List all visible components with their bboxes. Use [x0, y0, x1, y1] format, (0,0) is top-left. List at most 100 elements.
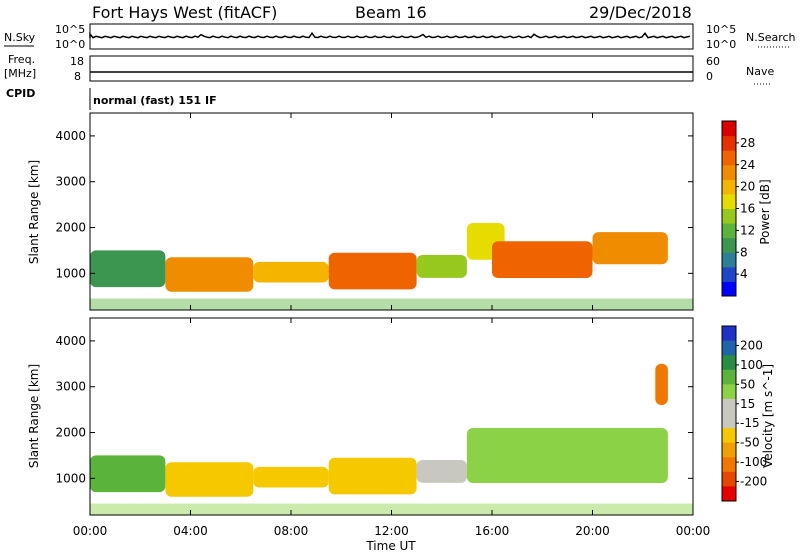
colorbar-cell: [722, 340, 736, 356]
echo-region: [592, 232, 668, 265]
cpid-label: CPID: [6, 87, 35, 100]
colorbar-tick-label: 4: [740, 267, 748, 281]
freq-top-tick: 18: [70, 55, 84, 68]
time-axis: 00:00 04:00 08:00 12:00 16:00 20:00 00:00: [73, 113, 711, 538]
x-tick-label: 04:00: [173, 524, 208, 538]
echo-region: [416, 460, 467, 483]
y-tick-label: 4000: [55, 334, 86, 348]
colorbar-cell: [722, 135, 736, 151]
colorbar-cell: [722, 457, 736, 473]
power-axis-ticks: 1000 2000 3000 4000: [55, 129, 693, 280]
freq-strip-frame: [89, 55, 694, 82]
y-tick-label: 1000: [55, 471, 86, 485]
colorbar-cell: [722, 179, 736, 195]
colorbar-tick-label: 24: [740, 158, 755, 172]
colorbar-tick-label: 50: [740, 377, 755, 391]
colorbar-tick-label: 200: [740, 338, 763, 352]
colorbar-cell: [722, 223, 736, 239]
nave-top-tick: 60: [706, 55, 720, 68]
velocity-colorbar: 200 100 50 15 -15 -50 -100 -200: [721, 325, 767, 502]
colorbar-cell: [722, 486, 736, 502]
colorbar-tick-label: 8: [740, 245, 748, 259]
echo-region: [165, 462, 254, 497]
x-tick-label: 20:00: [575, 524, 610, 538]
colorbar-frame: [721, 325, 737, 502]
beam-label: Beam 16: [355, 3, 427, 22]
velocity-heatmap: [90, 363, 693, 515]
colorbar-cell: [722, 398, 736, 414]
nave-bottom-tick: 0: [706, 70, 713, 83]
colorbar-tick-label: -100: [740, 455, 767, 469]
nsky-label: N.Sky: [4, 31, 36, 44]
echo-region: [466, 428, 668, 483]
x-tick-label: 12:00: [374, 524, 409, 538]
power-heatmap: [90, 223, 693, 310]
power-ylabel: Slant Range [km]: [27, 160, 41, 264]
y-tick-label: 3000: [55, 175, 86, 189]
colorbar-cell: [722, 428, 736, 444]
colorbar-cell: [722, 471, 736, 487]
colorbar-cell: [722, 384, 736, 400]
velocity-ylabel: Slant Range [km]: [27, 364, 41, 468]
freq-bottom-tick: 8: [74, 70, 81, 83]
x-tick-label: 16:00: [475, 524, 510, 538]
colorbar-tick-label: 16: [740, 202, 755, 216]
cpid-value: normal (fast) 151 IF: [93, 94, 217, 107]
noise-right-top-tick: 10^5: [706, 23, 736, 36]
nave-label: Nave: [746, 65, 774, 78]
colorbar-cell: [722, 413, 736, 429]
echo-region: [90, 455, 166, 493]
station-title: Fort Hays West (fitACF): [92, 3, 277, 22]
echo-region: [253, 466, 329, 488]
y-tick-label: 4000: [55, 129, 86, 143]
colorbar-tick-label: -200: [740, 475, 767, 489]
freq-label-2: [MHz]: [4, 67, 36, 80]
date-label: 29/Dec/2018: [589, 3, 692, 22]
colorbar-tick-label: 15: [740, 397, 755, 411]
colorbar-cell: [722, 164, 736, 180]
colorbar-cell: [722, 281, 736, 297]
power-colorbar: 4 8 12 16 20 24 28: [721, 120, 755, 297]
colorbar-cell: [722, 369, 736, 385]
ground-scatter-band: [90, 298, 693, 310]
echo-region: [90, 250, 166, 288]
echo-region: [416, 255, 467, 278]
echo-region: [655, 363, 668, 405]
noise-right-bottom-tick: 10^0: [706, 38, 736, 51]
y-tick-label: 3000: [55, 380, 86, 394]
noise-sky-line: [89, 31, 691, 39]
echo-region: [492, 241, 593, 278]
y-tick-label: 2000: [55, 426, 86, 440]
colorbar-cell: [722, 355, 736, 371]
colorbar-cell: [722, 237, 736, 253]
colorbar-tick-label: 12: [740, 223, 755, 237]
colorbar-cell: [722, 193, 736, 209]
colorbar-cell: [722, 442, 736, 458]
colorbar-cell: [722, 150, 736, 166]
colorbar-tick-label: 100: [740, 358, 763, 372]
echo-region: [253, 261, 329, 283]
echo-region: [328, 457, 417, 495]
colorbar-cell: [722, 121, 736, 137]
power-colorbar-label: Power [dB]: [758, 179, 772, 244]
x-tick-label: 00:00: [676, 524, 711, 538]
colorbar-tick-label: -50: [740, 436, 760, 450]
colorbar-cell: [722, 208, 736, 224]
y-tick-label: 2000: [55, 221, 86, 235]
colorbar-cell: [722, 252, 736, 268]
echo-region: [165, 257, 254, 292]
noise-bottom-tick: 10^0: [55, 38, 85, 51]
ground-scatter-band: [90, 503, 693, 515]
time-axis-label: Time UT: [365, 539, 416, 553]
x-tick-label: 08:00: [274, 524, 309, 538]
noise-top-tick: 10^5: [55, 23, 85, 36]
freq-label-1: Freq.: [8, 53, 35, 66]
echo-region: [328, 252, 417, 290]
colorbar-tick-label: -15: [740, 416, 760, 430]
velocity-colorbar-label: Velocity [m s^-1]: [761, 364, 775, 468]
colorbar-cell: [722, 326, 736, 342]
colorbar-tick-label: 28: [740, 136, 755, 150]
velocity-axis-ticks: 1000 2000 3000 4000: [55, 334, 693, 485]
colorbar-tick-label: 20: [740, 180, 755, 194]
